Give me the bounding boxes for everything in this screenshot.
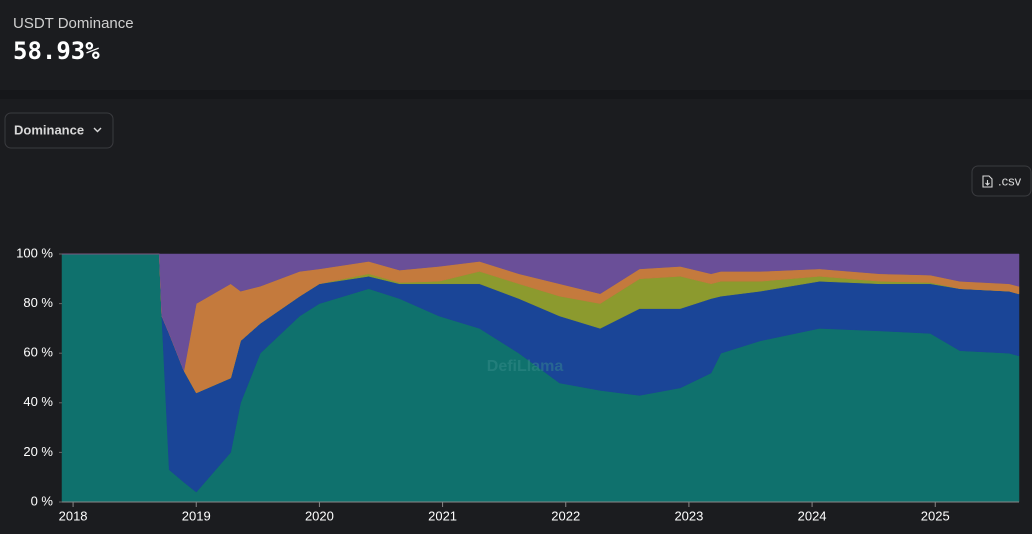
dropdown[interactable]: [4, 112, 114, 149]
x-tick-label: 2025: [921, 508, 950, 523]
x-tick-label: 2019: [182, 508, 211, 523]
download-icon: [982, 175, 993, 188]
watermark: DefiLlama: [487, 358, 564, 375]
x-tick-label: 2022: [551, 508, 580, 523]
headline-value: 58.93%: [13, 37, 100, 65]
area: [62, 253, 1020, 372]
x-tick-label: 2021: [428, 508, 457, 523]
y-tick-label: 80 %: [23, 295, 53, 310]
chevron: [93, 127, 102, 133]
y-tick-label: 0 %: [31, 493, 54, 508]
header-panel: [0, 0, 1032, 90]
dropdown-label[interactable]: Dominance: [14, 122, 84, 137]
plot: [61, 253, 1020, 503]
x-tick-label: 2018: [59, 508, 88, 523]
title: USDT Dominance: [13, 15, 134, 32]
csv-label[interactable]: .csv: [998, 173, 1022, 188]
y-tick-label: 60 %: [23, 345, 53, 360]
csv-button[interactable]: [971, 165, 1032, 197]
x-tick-label: 2023: [674, 508, 703, 523]
x-tick-label: 2024: [798, 508, 827, 523]
x-tick-label: 2020: [305, 508, 334, 523]
y-tick-label: 100 %: [16, 245, 53, 260]
y-tick-label: 20 %: [23, 444, 53, 459]
y-tick-label: 40 %: [23, 394, 53, 409]
